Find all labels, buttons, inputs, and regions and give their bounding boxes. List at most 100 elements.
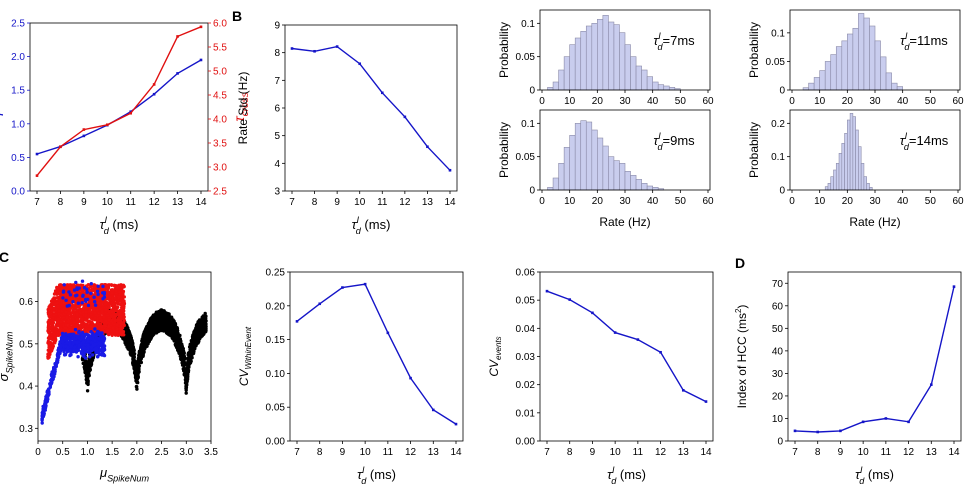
scatter-point [107,318,111,322]
scatter-point [63,326,68,330]
scatter-point [80,317,84,322]
scatter-point [199,327,203,332]
histogram-bar [591,23,598,91]
x-tick-label: 30 [619,96,631,107]
scatter-point [106,287,110,292]
scatter-series-black [80,308,208,395]
x-tick-label: 10 [814,96,826,107]
data-point [176,35,179,38]
scatter-point [75,308,79,312]
scatter-point [57,309,61,313]
histogram-bar [849,113,854,191]
scatter-point [115,305,119,309]
data-point [409,376,412,380]
scatter-point [180,348,184,352]
scatter-point [55,359,59,363]
scatter-point [59,320,63,324]
scatter-point [85,344,90,349]
scatter-point [120,306,124,310]
y-axis-label: σSpikeNum [0,331,15,381]
scatter-point [50,329,54,333]
scatter-point [140,342,144,347]
scatter-point [90,325,94,329]
data-point [839,429,842,433]
scatter-point [71,315,75,319]
histogram-bar [646,185,653,191]
scatter-point [75,312,80,317]
scatter-point [69,321,73,325]
y-tick-label: 0.1 [521,119,535,130]
scatter-point [179,356,183,361]
scatter-point [52,307,56,311]
histogram-bar [552,177,559,191]
scatter-point [64,298,68,302]
histogram-bar [591,129,598,191]
data-point [793,429,797,433]
scatter-point [74,323,79,328]
data-point [59,145,62,149]
data-point [152,83,156,86]
scatter-point [189,349,193,353]
scatter-point [51,297,55,302]
y-tick-label: 0.00 [516,437,536,448]
panel-label-C: C [0,249,9,265]
histogram-bar [597,137,604,191]
scatter-point [116,318,121,322]
scatter-point [42,411,46,415]
scatter-point [63,344,68,348]
x-axis-label: Rate (Hz) [599,215,650,229]
y-tick-label: 5 [274,131,280,142]
x-tick-label: 13 [172,197,184,208]
y-tick-label: 40 [772,346,784,357]
scatter-point [129,336,133,340]
scatter-point [156,320,160,325]
scatter-point [104,319,108,323]
scatter-point [54,324,59,328]
scatter-point [50,301,54,305]
scatter-point [144,345,148,349]
histogram-bar [613,24,620,91]
x-tick-label: 14 [444,197,456,208]
scatter-point [98,288,102,293]
scatter-point [77,330,81,334]
scatter-point [80,301,84,305]
x-tick-label: 40 [897,196,909,207]
scatter-point [77,324,82,328]
scatter-point [88,307,92,312]
scatter-point [182,351,186,355]
scatter-point [91,353,95,357]
x-tick-label: 11 [126,197,137,208]
histogram-bar [597,19,604,91]
scatter-point [50,347,54,351]
scatter-point [96,354,100,359]
y-tick-label: 0.4 [19,382,33,393]
y-axis-label: Probability [747,122,761,178]
scatter-point [71,308,75,312]
annotation-label: τI d=11ms [900,31,948,52]
scatter-point [204,329,208,334]
scatter-point [96,284,100,288]
scatter-point [136,374,140,379]
histogram-bar [824,61,832,91]
plot-frame [787,271,962,442]
scatter-point [86,337,90,342]
data-point [82,134,86,138]
scatter-point [68,293,73,297]
scatter-point [62,353,67,357]
y-tick-label: 0.25 [266,268,286,279]
scatter-point [149,332,154,337]
histogram-bar [860,163,865,191]
x-tick-label: 2.0 [130,447,144,458]
scatter-point [188,355,193,360]
x-tick-label: 2.5 [155,447,169,458]
scatter-point [67,333,71,337]
scatter-point [50,374,54,378]
x-tick-label: 20 [592,196,604,207]
scatter-point [134,369,138,373]
scatter-point [158,315,162,319]
scatter-point [102,295,107,299]
y-tick-label: 0.00 [266,437,286,448]
scatter-point [93,303,98,307]
scatter-point [43,402,47,406]
